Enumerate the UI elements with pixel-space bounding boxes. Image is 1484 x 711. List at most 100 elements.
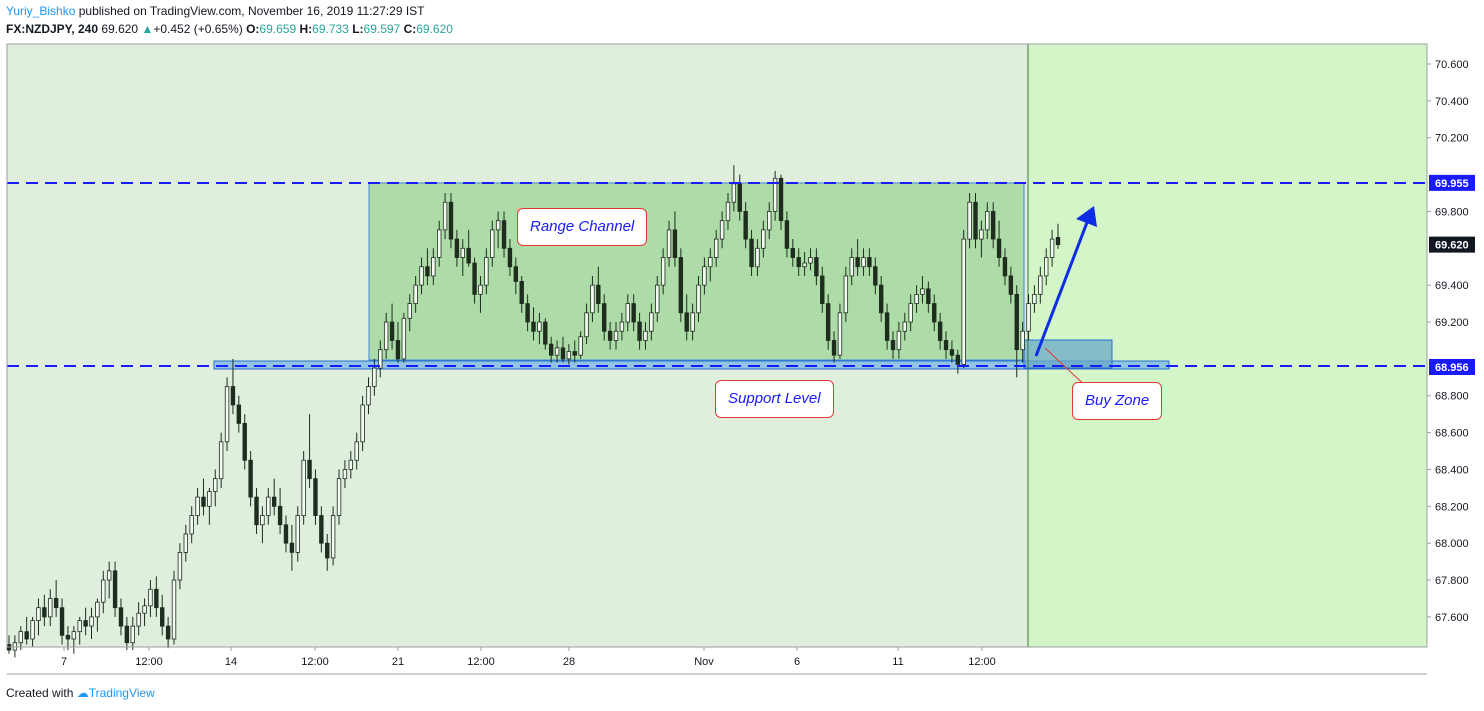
- candle-body: [584, 312, 589, 338]
- candle-body: [1014, 293, 1019, 351]
- candle-body: [761, 229, 766, 249]
- candle-body: [590, 284, 595, 314]
- buy-zone-callout: Buy Zone: [1072, 382, 1163, 420]
- candle-body: [171, 579, 177, 640]
- candle-body: [495, 220, 501, 231]
- candle-body: [484, 257, 489, 286]
- candle-body: [708, 257, 713, 268]
- candle-body: [360, 404, 365, 443]
- candle-body: [89, 616, 94, 627]
- candle-body: [354, 441, 359, 461]
- candle-body: [655, 284, 660, 314]
- tradingview-logo-icon: ☁: [76, 686, 89, 700]
- plot-border: [6, 43, 1428, 648]
- time-tick-label: 6: [794, 656, 800, 668]
- range-channel-callout: Range Channel: [517, 208, 648, 246]
- candle-body: [920, 288, 925, 295]
- published-text: published on TradingView.com, November 1…: [78, 4, 425, 18]
- candle-body: [48, 598, 53, 618]
- candle-body: [867, 257, 872, 268]
- candle-body: [431, 257, 436, 277]
- candle-body: [879, 284, 884, 314]
- candle-body: [767, 211, 772, 231]
- time-tick-label: 28: [563, 656, 575, 668]
- price-tick-label: 67.800: [1435, 575, 1469, 587]
- time-tick-label: Nov: [694, 656, 714, 668]
- candle-body: [65, 634, 71, 640]
- candle-body: [177, 551, 183, 581]
- candle-body: [224, 386, 230, 443]
- time-tick-label: 12:00: [968, 656, 996, 668]
- candle-body: [59, 607, 65, 636]
- candle-body: [973, 201, 978, 240]
- candle-body: [301, 459, 306, 516]
- price-badge: [1429, 174, 1475, 191]
- candle-body: [77, 620, 82, 633]
- candle-body: [843, 275, 849, 314]
- candle-body: [990, 211, 996, 240]
- candle-body: [454, 238, 460, 258]
- candle-body: [784, 220, 790, 249]
- candle-body: [165, 625, 171, 640]
- candle-body: [649, 312, 654, 332]
- price-badge-label: 69.955: [1435, 178, 1469, 190]
- candle-body: [849, 257, 854, 277]
- candle-body: [395, 340, 401, 360]
- candle-body: [213, 478, 218, 492]
- price-axis[interactable]: 70.600 70.400 70.200 69.800 69.400 69.200 68.8…: [1427, 59, 1475, 624]
- candle-body: [914, 293, 919, 304]
- candle-body: [266, 496, 271, 516]
- candle-body: [790, 247, 796, 258]
- candle-body: [236, 404, 242, 424]
- candle-body: [53, 598, 59, 609]
- candle-body: [802, 262, 807, 268]
- candle-body: [378, 349, 383, 369]
- buy-zone-box: [1023, 339, 1113, 369]
- candle-body: [837, 312, 843, 356]
- candle-body: [207, 491, 212, 507]
- open-value: 69.659: [259, 22, 297, 36]
- tradingview-link[interactable]: TradingView: [88, 686, 155, 700]
- low-value: 69.597: [363, 22, 401, 36]
- time-axis[interactable]: 7 12:00 14 12:00 21 12:00 28 Nov 6 11 12:00: [7, 647, 1427, 675]
- candle-body: [437, 229, 442, 258]
- last-price-text: 69.620: [101, 22, 139, 36]
- candle-body: [578, 336, 583, 356]
- candle-body: [289, 542, 295, 553]
- candle-body: [531, 321, 536, 332]
- candle-body: [637, 321, 642, 341]
- candle-body: [183, 533, 188, 553]
- candle-body: [242, 422, 247, 461]
- candle-body: [932, 303, 937, 323]
- candle-body: [1002, 257, 1008, 277]
- up-triangle-icon: ▲: [141, 22, 154, 36]
- candle-body: [961, 238, 966, 365]
- candle-body: [737, 183, 742, 212]
- candle-body: [442, 201, 448, 231]
- candle-body: [313, 478, 318, 516]
- candle-body: [142, 605, 147, 614]
- candle-body: [937, 321, 943, 341]
- symbol-legend: FX:NZDJPY, 240 69.620 ▲+0.452 (+0.65%) O…: [6, 22, 453, 36]
- candle-body: [996, 238, 1002, 258]
- price-badge-label: 68.956: [1435, 362, 1469, 374]
- author-link[interactable]: Yuriy_Bishko: [6, 4, 76, 18]
- candle-body: [743, 211, 748, 240]
- high-label: H:: [299, 22, 313, 36]
- candle-body: [625, 303, 630, 323]
- candle-body: [985, 211, 990, 231]
- low-label: L:: [352, 22, 364, 36]
- candle-body: [42, 607, 47, 618]
- candle-body: [407, 303, 412, 319]
- candle-body: [448, 201, 454, 240]
- candle-body: [230, 386, 236, 406]
- candle-body: [873, 266, 878, 286]
- price-tick-label: 70.200: [1435, 133, 1469, 145]
- change-text: +0.452 (+0.65%): [153, 22, 243, 36]
- candle-body: [466, 247, 471, 264]
- candle-body: [537, 321, 542, 332]
- candle-body: [1049, 238, 1055, 258]
- price-tick-label: 70.600: [1435, 59, 1469, 71]
- high-value: 69.733: [312, 22, 349, 36]
